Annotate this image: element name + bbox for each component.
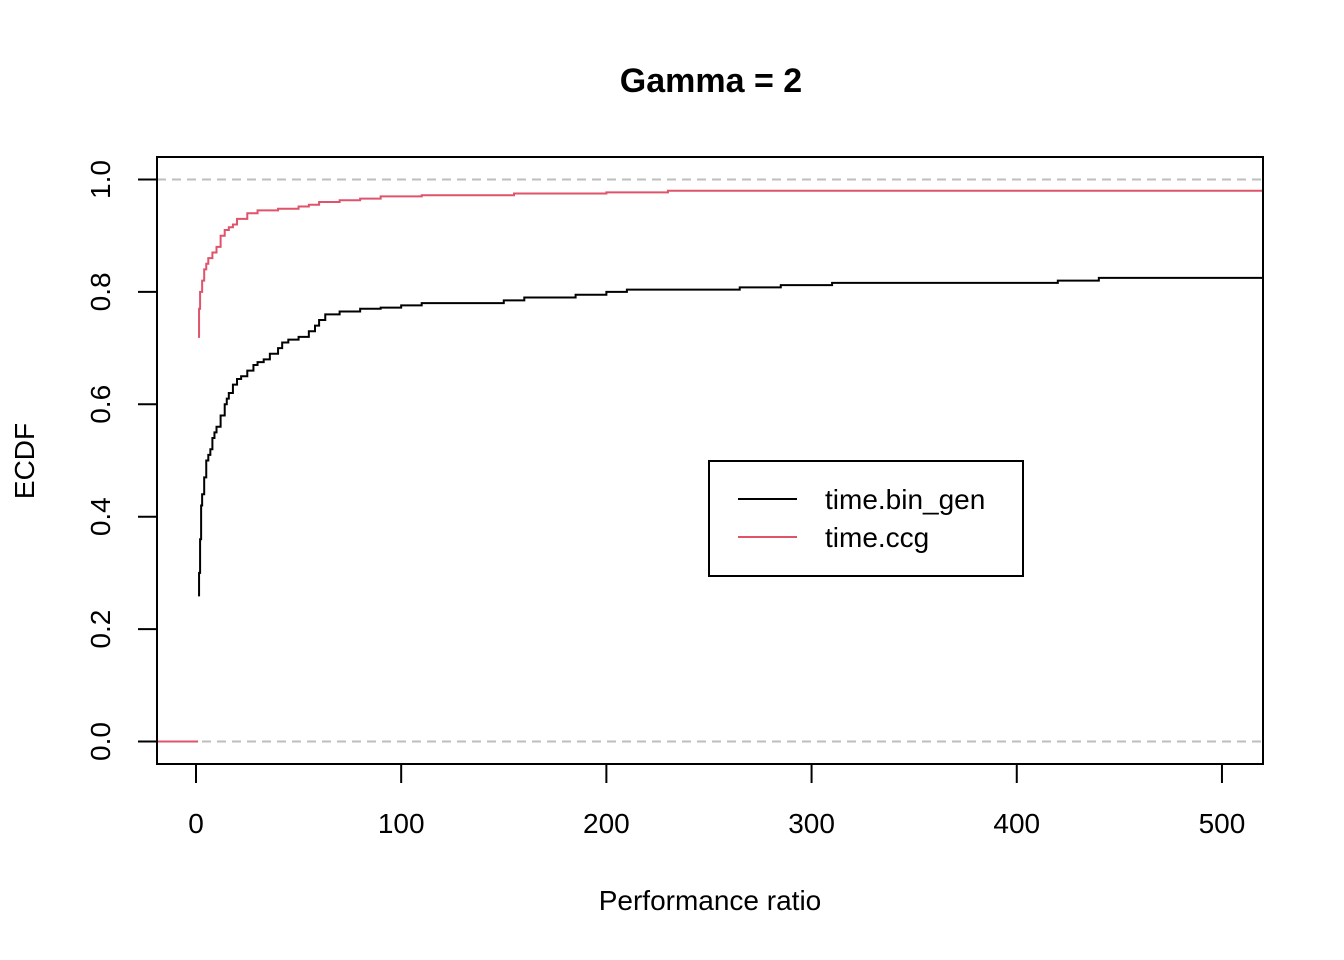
x-tick-label-5: 500 [1199,808,1246,839]
series-time.ccg [157,189,1263,743]
reference-lines [157,178,1263,743]
x-tick-label-2: 200 [583,808,630,839]
x-axis-title: Performance ratio [599,885,822,916]
y-tick-label-2: 0.4 [85,497,116,536]
y-tick-label-5: 1.0 [85,160,116,199]
y-tick-label-1: 0.2 [85,610,116,649]
legend-label-0: time.bin_gen [825,484,985,515]
y-tick-label-4: 0.8 [85,272,116,311]
x-tick-label-0: 0 [188,808,204,839]
chart-title: Gamma = 2 [620,62,802,100]
x-tick-label-1: 100 [378,808,425,839]
x-tick-label-4: 400 [993,808,1040,839]
y-axis-title: ECDF [9,423,40,499]
x-tick-label-3: 300 [788,808,835,839]
legend: time.bin_gen time.ccg [708,460,1024,577]
series-0-step-line [198,276,1263,597]
y-tick-label-0: 0.0 [85,722,116,761]
series-1-step-line [198,189,1263,338]
legend-box [708,460,1024,577]
legend-label-1: time.ccg [825,522,929,553]
y-tick-label-3: 0.6 [85,385,116,424]
x-axis: 0 100 200 300 400 500 [188,763,1246,839]
series-layer [157,189,1263,743]
y-axis: 0.0 0.2 0.4 0.6 0.8 1.0 [85,160,158,761]
